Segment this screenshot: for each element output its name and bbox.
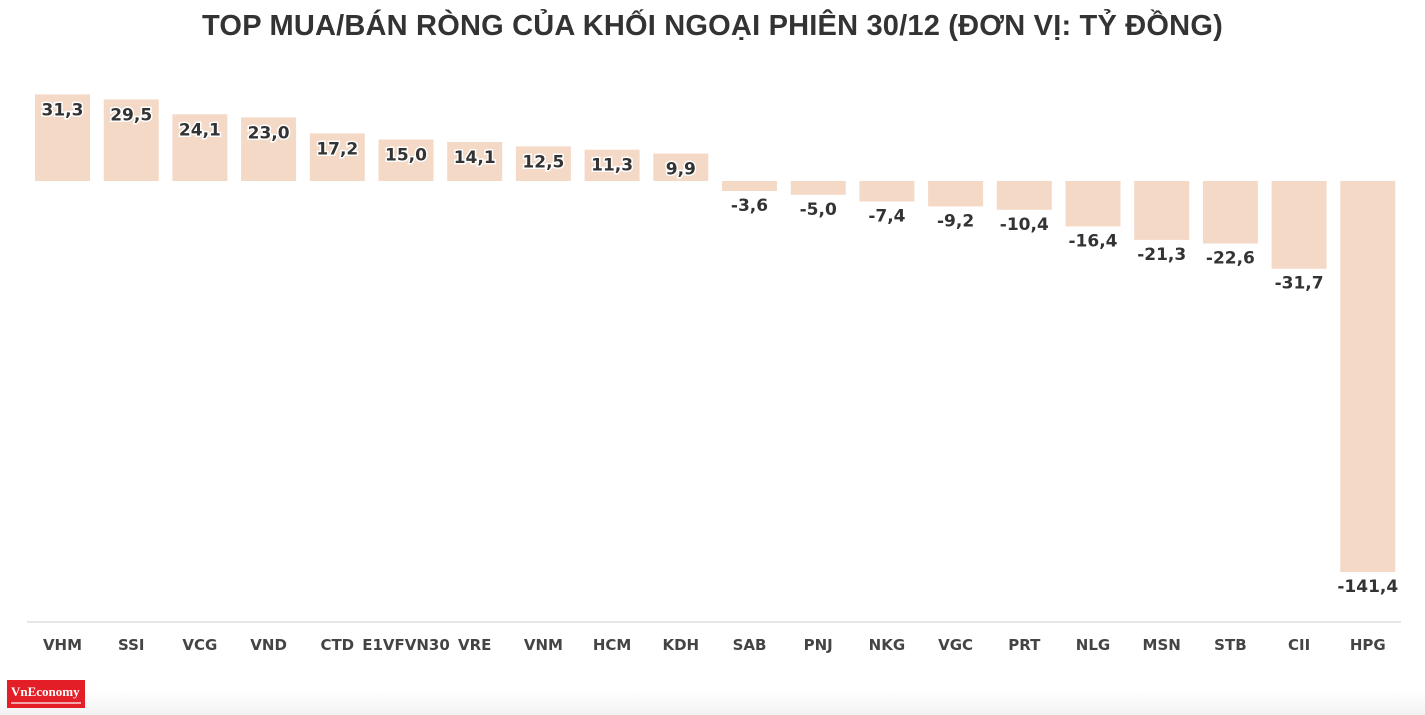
value-label: 15,0 — [385, 146, 427, 166]
value-label: -9,2 — [937, 211, 974, 231]
value-label: -5,0 — [800, 200, 837, 220]
value-label: 11,3 — [591, 156, 633, 176]
bar-kdh — [653, 153, 709, 181]
x-tick-label: VHM — [43, 636, 82, 654]
logo-text: VnEconomy — [11, 684, 80, 699]
bar-vre — [447, 142, 503, 181]
value-label: 24,1 — [179, 120, 221, 140]
vneconomy-logo: VnEconomy — [7, 680, 85, 708]
bar-vhm — [35, 94, 90, 181]
x-tick-label: HCM — [593, 636, 632, 654]
value-label: 12,5 — [522, 152, 564, 172]
value-label: 9,9 — [666, 160, 696, 180]
bar-pnj — [790, 181, 846, 195]
x-tick-label: STB — [1214, 636, 1246, 654]
value-label: 17,2 — [316, 139, 358, 159]
value-label: 14,1 — [454, 148, 496, 168]
bar-hcm — [584, 149, 640, 181]
value-label: -21,3 — [1137, 245, 1186, 265]
x-tick-label: HPG — [1350, 636, 1386, 654]
x-tick-label: VGC — [938, 636, 973, 654]
value-label: 31,3 — [42, 100, 84, 120]
bar-nlg — [1065, 181, 1121, 227]
bar-nkg — [859, 181, 915, 202]
x-tick-label: E1VFVN30 — [362, 636, 450, 654]
bar-sab — [722, 181, 777, 191]
bar-vnd — [241, 117, 297, 181]
chart-title: TOP MUA/BÁN RÒNG CỦA KHỐI NGOẠI PHIÊN 30… — [202, 10, 1223, 42]
bar-stb — [1202, 181, 1258, 244]
x-tick-label: MSN — [1143, 636, 1181, 654]
x-tick-label: PRT — [1008, 636, 1041, 654]
value-labels-group: 31,3 29,5 24,1 23,0 17,2 15,0 14,1 12,5 11,3 9,9 -… — [40, 99, 1400, 599]
bar-vgc — [928, 181, 984, 207]
x-tick-label: SAB — [733, 636, 767, 654]
x-tick-label: KDH — [662, 636, 699, 654]
bar-ctd — [309, 133, 365, 181]
value-label: -7,4 — [868, 207, 905, 227]
x-tick-label: VNM — [524, 636, 563, 654]
value-label: -22,6 — [1206, 249, 1255, 269]
bar-prt — [996, 181, 1052, 210]
footer-shade — [0, 690, 1425, 715]
bar-msn — [1134, 181, 1190, 240]
value-label: -3,6 — [731, 196, 768, 216]
x-tick-label: CTD — [320, 636, 354, 654]
x-tick-label: VRE — [458, 636, 491, 654]
bar-ssi — [103, 99, 159, 181]
value-label: -16,4 — [1069, 231, 1118, 251]
bar-e1vfvn30 — [378, 139, 434, 181]
bars-group — [35, 94, 1396, 573]
value-label: 23,0 — [248, 123, 290, 143]
x-tick-label: PNJ — [804, 636, 833, 654]
bar-vnm — [515, 146, 571, 181]
bar-vcg — [172, 114, 228, 181]
x-tick-label: NKG — [869, 636, 906, 654]
x-ticks-group: VHM SSI VCG VND CTD E1VFVN30 VRE VNM HCM KDH SAB PN… — [43, 636, 1386, 654]
x-tick-label: SSI — [118, 636, 145, 654]
value-label: -10,4 — [1000, 215, 1049, 235]
x-tick-label: VND — [250, 636, 287, 654]
value-label: 29,5 — [110, 105, 152, 125]
logo-tagline-line — [11, 702, 81, 704]
bar-hpg — [1340, 181, 1396, 573]
x-tick-label: NLG — [1076, 636, 1110, 654]
value-label: -141,4 — [1337, 577, 1398, 597]
x-tick-label: VCG — [182, 636, 217, 654]
bar-cii — [1271, 181, 1327, 269]
value-label: -31,7 — [1275, 274, 1324, 294]
x-tick-label: CII — [1288, 636, 1310, 654]
